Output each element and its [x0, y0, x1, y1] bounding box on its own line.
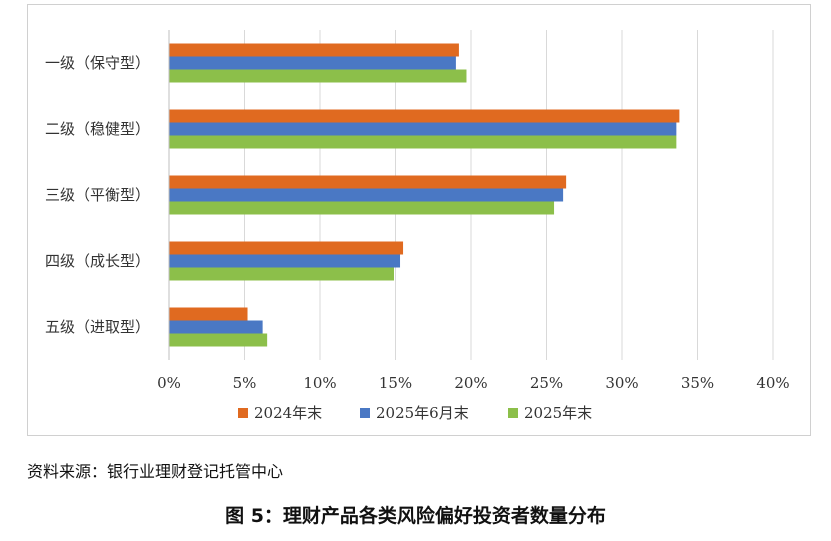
- x-tick-label: 15%: [379, 374, 412, 392]
- bar: [169, 56, 456, 70]
- x-tick-label: 20%: [454, 374, 487, 392]
- bar: [169, 333, 268, 347]
- x-tick-label: 35%: [681, 374, 714, 392]
- bar: [169, 109, 680, 123]
- x-tick-label: 40%: [756, 374, 789, 392]
- legend-label: 2025年末: [524, 404, 592, 422]
- bar: [169, 201, 555, 215]
- x-tick-label: 0%: [157, 374, 181, 392]
- category-label: 四级（成长型）: [45, 252, 150, 270]
- legend-swatch: [360, 408, 370, 418]
- legend-label: 2025年6月末: [376, 404, 469, 422]
- bar: [169, 188, 564, 202]
- bar: [169, 135, 677, 149]
- bar: [169, 69, 467, 83]
- bar: [169, 175, 567, 189]
- legend-swatch: [508, 408, 518, 418]
- bar: [169, 122, 677, 136]
- x-tick-label: 25%: [530, 374, 563, 392]
- x-tick-label: 10%: [303, 374, 336, 392]
- category-label: 二级（稳健型）: [45, 120, 150, 138]
- x-tick-label: 5%: [233, 374, 257, 392]
- bar: [169, 43, 459, 57]
- x-tick-label: 30%: [605, 374, 638, 392]
- legend-label: 2024年末: [254, 404, 322, 422]
- legend-swatch: [238, 408, 248, 418]
- bars: [169, 43, 680, 347]
- bar: [169, 267, 394, 281]
- source-note: 资料来源：银行业理财登记托管中心: [27, 462, 284, 481]
- figure-caption: 图 5：理财产品各类风险偏好投资者数量分布: [225, 505, 606, 527]
- bar: [169, 241, 404, 255]
- legend: 2024年末 2025年6月末 2025年末: [238, 404, 592, 422]
- category-label: 三级（平衡型）: [45, 186, 150, 204]
- category-label: 一级（保守型）: [45, 54, 150, 72]
- bar: [169, 307, 248, 321]
- bar: [169, 254, 401, 268]
- category-label: 五级（进取型）: [45, 318, 150, 336]
- axis-labels: 0% 5% 10% 15% 20% 25% 30% 35% 40% 一级（保守型） 二级（稳健型） 三…: [45, 30, 790, 392]
- bar: [169, 320, 263, 334]
